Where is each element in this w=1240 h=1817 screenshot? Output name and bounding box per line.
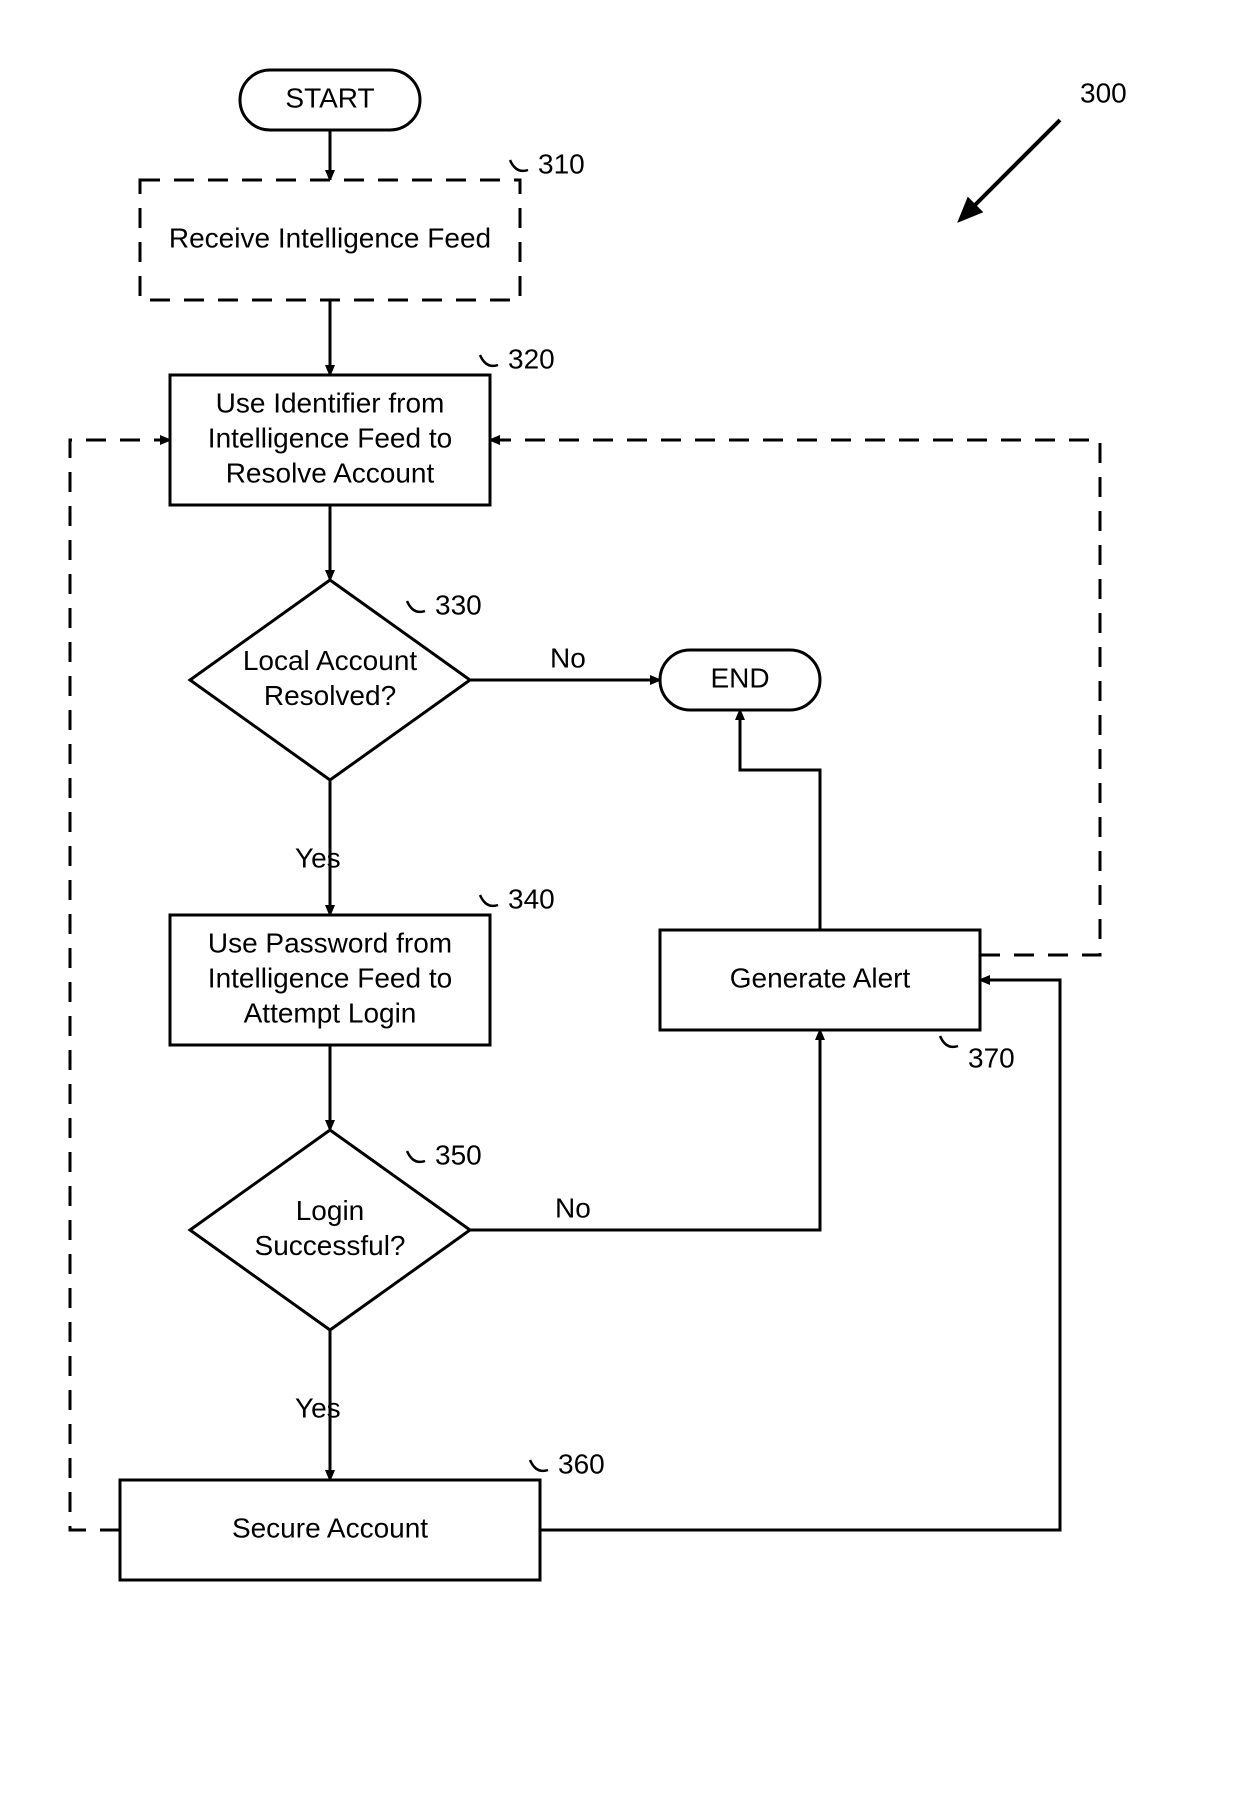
flowchart-diagram: START Receive Intelligence Feed Use Identi…	[0, 0, 1240, 1817]
node-n320-text-2: Resolve Account	[226, 457, 435, 488]
node-n320: Use Identifier from Intelligence Feed to R…	[170, 375, 490, 505]
ref-label-310-leader	[510, 160, 528, 171]
ref-label-330: 330	[435, 589, 482, 620]
ref-label-340-leader	[480, 895, 498, 906]
node-n370-text-0: Generate Alert	[730, 962, 911, 993]
node-n350-text-0: Login	[296, 1195, 365, 1226]
ref-label-360-leader	[530, 1460, 548, 1471]
edge-n370-to-end	[740, 710, 820, 930]
node-n360: Secure Account	[120, 1480, 540, 1580]
node-n340: Use Password from Intelligence Feed to Att…	[170, 915, 490, 1045]
ref-370-leader	[940, 1036, 958, 1047]
edge-label-n330-n340: Yes	[295, 842, 341, 873]
edge-label-n350-n370: No	[555, 1192, 591, 1223]
node-end: END	[660, 650, 820, 710]
node-n330-text-0: Local Account	[243, 645, 418, 676]
node-end-text-0: END	[710, 662, 769, 693]
node-start-text-0: START	[285, 82, 374, 113]
ref-label-310: 310	[538, 148, 585, 179]
node-n330-text-1: Resolved?	[264, 680, 396, 711]
node-n320-text-0: Use Identifier from	[216, 387, 445, 418]
edge-n350-to-n370	[470, 1030, 820, 1230]
ref-label-320: 320	[508, 343, 555, 374]
node-n340-text-0: Use Password from	[208, 927, 452, 958]
node-n340-text-1: Intelligence Feed to	[208, 962, 452, 993]
ref-label-350-leader	[407, 1151, 425, 1162]
nodes-layer: START Receive Intelligence Feed Use Identi…	[120, 70, 980, 1580]
node-start: START	[240, 70, 420, 130]
node-n320-text-1: Intelligence Feed to	[208, 422, 452, 453]
edges-layer	[70, 130, 1100, 1530]
ref-label-350: 350	[435, 1139, 482, 1170]
reference-label-300: 300	[1080, 77, 1127, 108]
edge-label-n330-end: No	[550, 642, 586, 673]
reference-layer: 300	[960, 77, 1127, 220]
edge-n360-to-n320	[70, 440, 170, 1530]
labels-layer: 310 320 330 340 350 360 370 Yes No Yes No	[295, 148, 1015, 1479]
node-n340-text-2: Attempt Login	[244, 997, 417, 1028]
ref-label-360: 360	[558, 1448, 605, 1479]
ref-label-320-leader	[480, 355, 498, 366]
ref-label-340: 340	[508, 883, 555, 914]
node-n350: Login Successful?	[190, 1130, 470, 1330]
node-n350-text-1: Successful?	[255, 1230, 406, 1261]
node-n310-text-0: Receive Intelligence Feed	[169, 222, 491, 253]
node-n360-text-0: Secure Account	[232, 1512, 428, 1543]
node-n310: Receive Intelligence Feed	[140, 180, 520, 300]
edge-label-n350-n360: Yes	[295, 1392, 341, 1423]
ref-label-370: 370	[968, 1042, 1015, 1073]
reference-arrow	[960, 120, 1060, 220]
node-n370: Generate Alert	[660, 930, 980, 1030]
ref-label-330-leader	[407, 601, 425, 612]
node-n330: Local Account Resolved?	[190, 580, 470, 780]
